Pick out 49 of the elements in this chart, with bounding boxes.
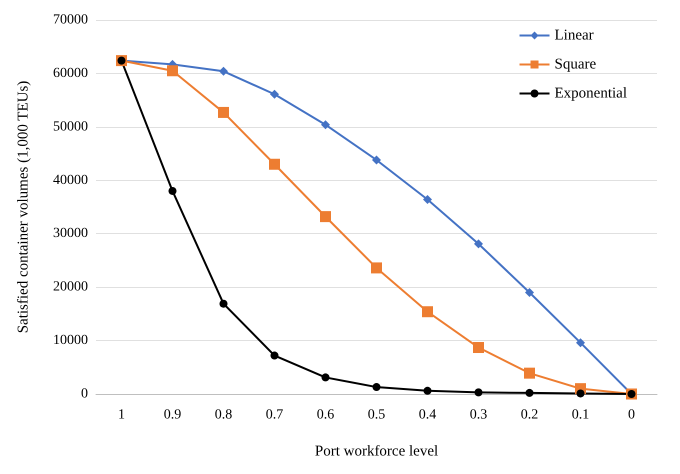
- point: [372, 155, 381, 164]
- y-tick-label: 50000: [53, 119, 88, 134]
- point: [474, 239, 483, 248]
- x-tick-label: 1: [118, 408, 125, 422]
- point: [422, 306, 433, 318]
- y-axis-title: Satisfied container volumes (1,000 TEUs): [16, 80, 32, 334]
- y-tick-label: 40000: [53, 172, 88, 188]
- legend-label: Exponential: [554, 86, 628, 102]
- point: [526, 388, 534, 397]
- point: [269, 158, 280, 170]
- point: [270, 90, 279, 99]
- point: [424, 386, 432, 395]
- point: [473, 342, 484, 354]
- point: [524, 368, 535, 379]
- x-tick-label: 0.1: [572, 408, 590, 422]
- x-axis-title: Port workforce level: [314, 444, 438, 460]
- point: [576, 389, 584, 398]
- point: [423, 195, 432, 204]
- point: [219, 66, 228, 76]
- x-tick-label: 0.2: [520, 408, 538, 422]
- point: [322, 373, 330, 382]
- y-tick-label: 70000: [53, 12, 88, 28]
- point: [270, 352, 278, 360]
- x-tick-label: 0.8: [214, 408, 232, 422]
- point: [220, 300, 228, 308]
- point: [218, 106, 229, 118]
- y-tick-label: 20000: [53, 280, 88, 295]
- point: [320, 211, 331, 222]
- point: [321, 120, 330, 130]
- y-tick-label: 30000: [53, 226, 88, 242]
- point: [576, 338, 585, 348]
- legend-label: Square: [554, 56, 597, 72]
- y-tick-label: 0: [81, 386, 88, 402]
- point: [371, 262, 382, 274]
- x-tick-label: 0.6: [316, 408, 334, 422]
- legend-label: Linear: [554, 28, 594, 44]
- x-tick-label: 0.7: [266, 408, 284, 422]
- point: [168, 186, 176, 195]
- point: [372, 383, 380, 392]
- x-tick-label: 0.4: [418, 408, 436, 422]
- y-tick-label: 10000: [53, 333, 88, 348]
- point: [525, 288, 534, 297]
- point: [474, 388, 482, 396]
- x-tick-label: 0: [628, 408, 635, 422]
- x-tick-label: 0.9: [164, 408, 182, 422]
- point: [167, 65, 178, 76]
- y-tick-label: 60000: [53, 66, 88, 81]
- x-tick-label: 0.5: [368, 408, 386, 422]
- x-tick-label: 0.3: [470, 408, 488, 422]
